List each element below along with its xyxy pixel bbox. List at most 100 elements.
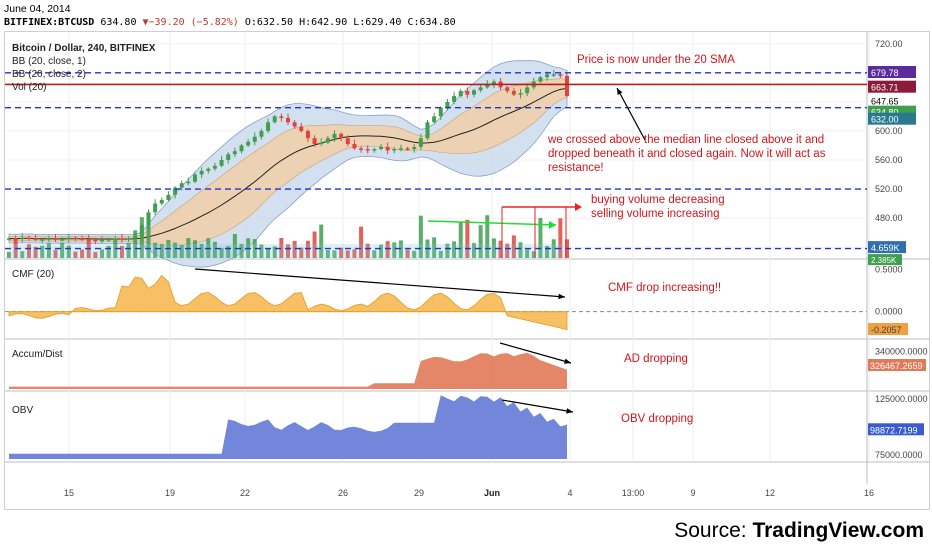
cmf-trend-arrow-head	[558, 293, 565, 300]
ad-trend-arrow-head	[564, 358, 571, 364]
ad-pane-label[interactable]: Accum/Dist	[12, 349, 63, 360]
annotation-ad: AD dropping	[624, 353, 688, 365]
volume-bar	[332, 250, 337, 258]
candle-body	[226, 154, 231, 160]
volume-bar	[53, 249, 58, 258]
candle-body	[418, 138, 423, 147]
ohlc-bar: BITFINEX:BTCUSD 634.80 ▼−39.20 (−5.82%) …	[4, 17, 456, 28]
volume-bar	[153, 242, 158, 258]
volume-bar	[212, 241, 217, 258]
candle-body	[398, 148, 403, 150]
volume-bar	[339, 247, 344, 258]
candle-body	[272, 116, 277, 123]
annotation-median: we crossed above the median line closed …	[548, 134, 826, 174]
volume-bar	[272, 246, 277, 258]
obv-tick-label: 75000.0000	[875, 450, 923, 460]
price-label: 632.00	[871, 115, 899, 125]
candle-body	[392, 149, 397, 151]
candle-body	[66, 237, 71, 240]
obv-area	[9, 395, 567, 459]
volume-bar	[20, 251, 25, 258]
volume-bar	[505, 243, 510, 258]
candle-body	[153, 203, 158, 213]
candle-body	[33, 238, 38, 240]
close-label: C:634.80	[407, 17, 456, 28]
median-arrow	[616, 87, 646, 141]
candle-body	[359, 148, 364, 150]
candle-body	[212, 165, 217, 169]
buy-volume-arrow	[549, 221, 556, 229]
price-label-box	[868, 94, 916, 107]
candle-body	[166, 194, 171, 200]
volume-bar	[379, 244, 383, 258]
volume-label: 4.659K	[871, 243, 900, 253]
candle-body	[159, 199, 164, 204]
candle-body	[139, 225, 144, 237]
x-tick-label: 4	[567, 488, 572, 498]
volume-bar	[538, 217, 543, 258]
volume-bar	[319, 224, 324, 258]
legend-title: Bitcoin / Dollar, 240, BITFINEX	[12, 43, 156, 54]
volume-bar	[252, 239, 257, 258]
candle-body	[412, 146, 417, 150]
x-tick-label: 13:00	[622, 488, 645, 498]
volume-bar	[93, 251, 98, 258]
low-label: L:629.40	[353, 17, 402, 28]
legend-bb2[interactable]: BB (20, close, 2)	[12, 69, 86, 80]
change-label: ▼−39.20 (−5.82%)	[142, 17, 239, 28]
candle-body	[232, 151, 237, 155]
candle-body	[305, 130, 310, 139]
volume-bar	[146, 223, 151, 258]
volume-bar	[60, 242, 65, 258]
volume-bar	[485, 215, 490, 258]
x-tick-label: 29	[414, 488, 424, 498]
annotation-volume-sell: selling volume increasing	[591, 208, 720, 220]
candle-body	[219, 159, 224, 166]
x-tick-label: Jun	[484, 488, 500, 498]
x-tick-label: 19	[165, 488, 175, 498]
volume-bar	[478, 225, 483, 258]
volume-bar	[412, 250, 417, 258]
volume-bar	[126, 242, 131, 258]
candle-body	[40, 239, 45, 241]
median-arrow-head	[617, 88, 623, 95]
ad-last-label: 326467.2659	[870, 361, 923, 371]
volume-bar	[46, 243, 51, 258]
volume-bar	[458, 221, 463, 258]
candle-body	[458, 91, 463, 97]
chart-svg[interactable]: 1519222629Jun413:0091216720.00680.00640.…	[5, 32, 929, 509]
volume-bar	[405, 249, 410, 258]
candle-body	[279, 116, 284, 118]
legend-bb1[interactable]: BB (20, close, 1)	[12, 56, 86, 67]
cmf-tick-label: 0.5000	[875, 264, 903, 274]
chart-frame[interactable]: 1519222629Jun413:0091216720.00680.00640.…	[4, 31, 930, 510]
candle-body	[186, 181, 191, 184]
volume-bar	[438, 250, 443, 258]
candle-body	[352, 144, 357, 149]
candle-body	[372, 149, 377, 151]
candle-body	[113, 238, 118, 240]
candle-body	[365, 149, 370, 151]
cmf-pane-label[interactable]: CMF (20)	[12, 269, 55, 280]
main-legend: Bitcoin / Dollar, 240, BITFINEX BB (20, …	[12, 42, 155, 94]
ad-area	[9, 352, 567, 389]
volume-bar	[359, 226, 364, 258]
volume-bar	[511, 235, 516, 258]
candle-body	[432, 116, 437, 123]
x-tick-label: 26	[338, 488, 348, 498]
candle-body	[146, 212, 151, 226]
legend-vol[interactable]: Vol (20)	[12, 82, 47, 93]
volume-bar	[558, 218, 563, 258]
volume-bar	[286, 244, 290, 258]
candle-body	[332, 133, 337, 139]
candle-body	[438, 107, 443, 117]
volume-bar	[279, 238, 284, 258]
candle-body	[425, 122, 430, 139]
sell-volume-arrow	[575, 203, 582, 211]
candle-body	[173, 187, 178, 195]
volume-bar	[106, 245, 111, 258]
candle-body	[379, 146, 383, 150]
obv-pane-label[interactable]: OBV	[12, 405, 34, 416]
volume-bar	[325, 250, 330, 258]
volume-ma-area	[9, 244, 567, 258]
